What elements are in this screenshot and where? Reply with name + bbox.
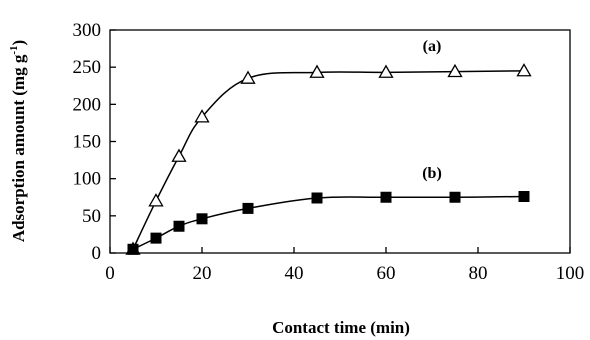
y-tick-label: 0: [92, 243, 102, 264]
x-axis-title: Contact time (min): [272, 318, 410, 337]
series-line: [132, 195, 525, 250]
series-label-b: (b): [422, 165, 442, 182]
y-tick-label: 300: [73, 20, 102, 41]
x-axis: 0 20 40 60 80 100: [105, 247, 584, 284]
data-point: [194, 109, 210, 123]
data-point: [171, 148, 187, 162]
data-markers: [125, 63, 532, 255]
y-axis: 0 50 100 150 200 250 300: [73, 20, 116, 264]
data-point: [196, 213, 208, 225]
x-tick-label: 0: [105, 263, 115, 284]
series-line: [132, 70, 525, 250]
x-tick-label: 80: [469, 263, 488, 284]
y-tick-label: 200: [73, 94, 102, 115]
y-axis-title-sup: -1: [8, 46, 20, 55]
data-point: [173, 220, 185, 232]
y-tick-label: 250: [73, 57, 102, 78]
data-point: [150, 232, 162, 244]
data-point: [309, 64, 325, 78]
y-axis-title-main: Adsorption amount (mg g: [9, 54, 28, 242]
data-point: [447, 63, 463, 78]
x-tick-label: 40: [285, 263, 304, 284]
data-point: [378, 64, 394, 78]
x-tick-label: 100: [556, 263, 585, 284]
y-tick-label: 100: [73, 169, 102, 190]
data-point: [518, 191, 530, 203]
series-label-a: (a): [423, 38, 442, 55]
x-tick-label: 20: [193, 263, 212, 284]
y-axis-title-close: ): [9, 40, 28, 46]
data-point: [449, 191, 461, 203]
x-tick-label: 60: [377, 263, 396, 284]
y-tick-label: 50: [82, 206, 101, 227]
data-point: [311, 192, 323, 204]
data-point: [148, 193, 164, 207]
y-axis-title: Adsorption amount (mg g-1): [8, 40, 28, 242]
y-tick-label: 150: [73, 132, 102, 153]
series-labels: (a) (b): [422, 38, 442, 182]
fit-curves: [132, 70, 525, 250]
data-point: [240, 70, 256, 84]
data-point: [380, 191, 392, 203]
data-point: [516, 63, 532, 77]
plot-frame: [109, 29, 571, 254]
plot-area: [109, 29, 571, 254]
data-point: [127, 243, 139, 255]
data-point: [242, 202, 254, 214]
